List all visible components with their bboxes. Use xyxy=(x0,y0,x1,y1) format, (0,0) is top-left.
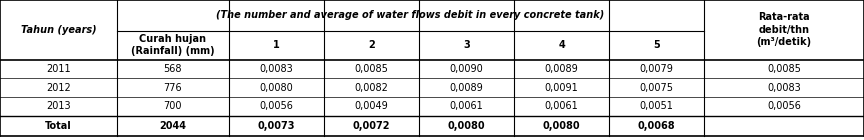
Text: 0,0068: 0,0068 xyxy=(638,121,676,131)
Text: 0,0051: 0,0051 xyxy=(639,101,674,111)
Text: 2044: 2044 xyxy=(159,121,187,131)
Text: 1: 1 xyxy=(273,40,280,50)
Text: 2013: 2013 xyxy=(46,101,71,111)
Text: 700: 700 xyxy=(163,101,182,111)
Text: 0,0056: 0,0056 xyxy=(259,101,294,111)
Text: 0,0056: 0,0056 xyxy=(767,101,801,111)
Text: Rata-rata
debit/thn
(m³/detik): Rata-rata debit/thn (m³/detik) xyxy=(757,12,811,47)
Text: Curah hujan
(Rainfall) (mm): Curah hujan (Rainfall) (mm) xyxy=(131,34,214,56)
Text: 3: 3 xyxy=(463,40,470,50)
Text: (The number and average of water flows debit in every concrete tank): (The number and average of water flows d… xyxy=(216,10,605,20)
Text: 2012: 2012 xyxy=(46,83,71,93)
Text: 2: 2 xyxy=(368,40,375,50)
Text: 0,0079: 0,0079 xyxy=(639,64,674,74)
Text: 5: 5 xyxy=(653,40,660,50)
Text: 568: 568 xyxy=(163,64,182,74)
Text: 0,0083: 0,0083 xyxy=(767,83,801,93)
Text: 0,0080: 0,0080 xyxy=(543,121,581,131)
Text: 0,0061: 0,0061 xyxy=(544,101,579,111)
Text: 0,0082: 0,0082 xyxy=(354,83,389,93)
Text: 4: 4 xyxy=(558,40,565,50)
Text: 776: 776 xyxy=(163,83,182,93)
Text: 0,0075: 0,0075 xyxy=(639,83,674,93)
Text: Total: Total xyxy=(45,121,72,131)
Text: 0,0090: 0,0090 xyxy=(449,64,484,74)
Text: 0,0089: 0,0089 xyxy=(544,64,579,74)
Text: 0,0072: 0,0072 xyxy=(353,121,391,131)
Text: 0,0085: 0,0085 xyxy=(354,64,389,74)
Text: 0,0080: 0,0080 xyxy=(448,121,486,131)
Text: 0,0091: 0,0091 xyxy=(544,83,579,93)
Text: 0,0080: 0,0080 xyxy=(259,83,294,93)
Text: 0,0049: 0,0049 xyxy=(354,101,389,111)
Text: 0,0083: 0,0083 xyxy=(259,64,294,74)
Text: 0,0073: 0,0073 xyxy=(257,121,295,131)
Text: Tahun (years): Tahun (years) xyxy=(21,25,96,35)
Text: 0,0089: 0,0089 xyxy=(449,83,484,93)
Text: 0,0061: 0,0061 xyxy=(449,101,484,111)
Text: 0,0085: 0,0085 xyxy=(767,64,801,74)
Text: 2011: 2011 xyxy=(46,64,71,74)
